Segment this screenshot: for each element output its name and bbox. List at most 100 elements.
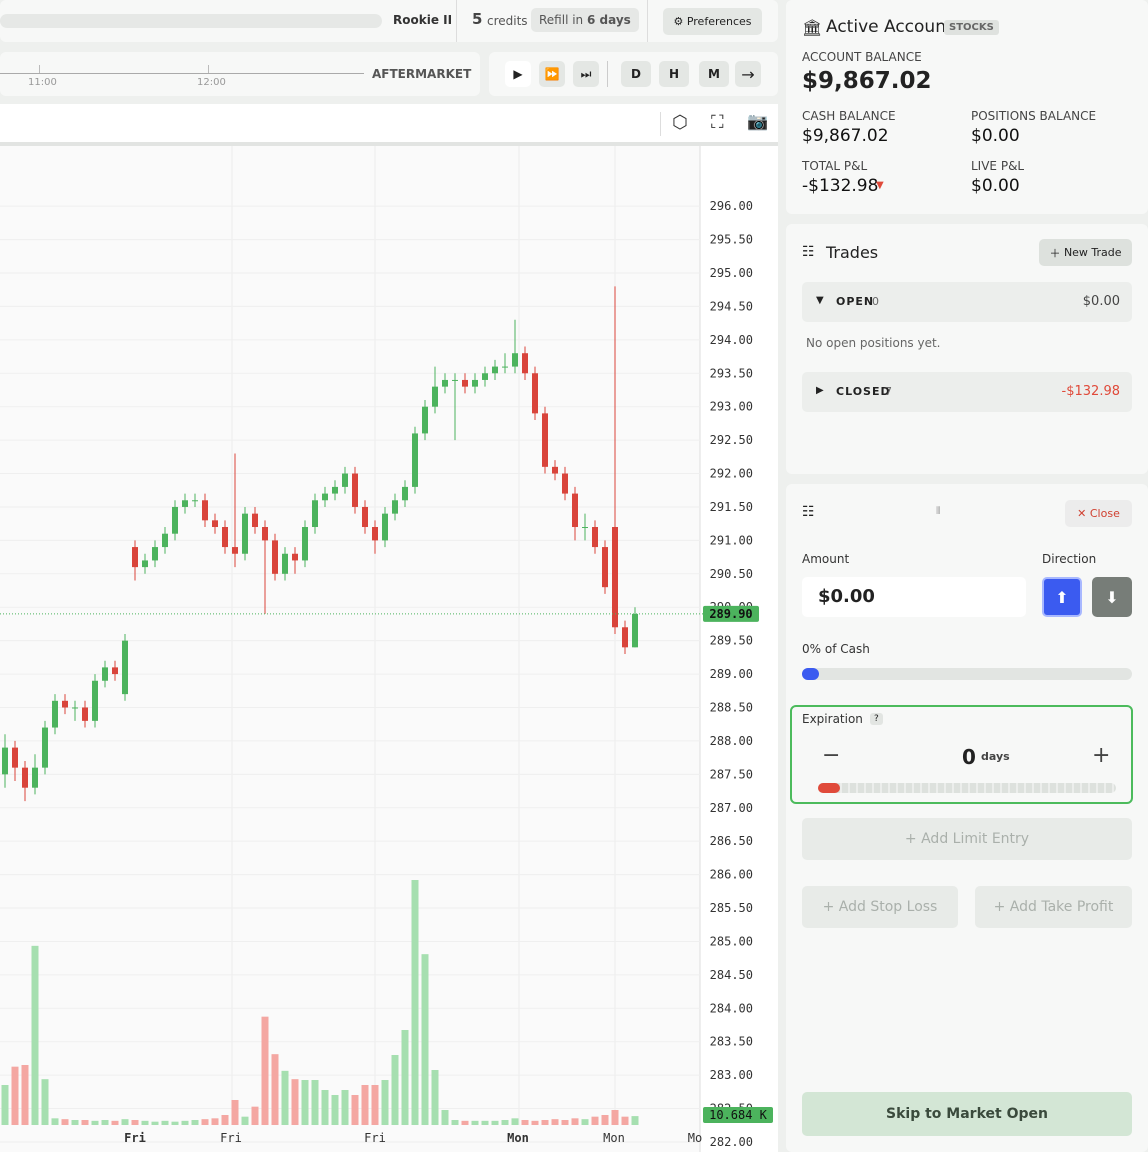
- volume-bar: [91, 1120, 99, 1125]
- play-button[interactable]: ▶: [505, 61, 531, 87]
- volume-bar: [501, 1120, 509, 1125]
- account-badge: STOCKS: [944, 20, 999, 35]
- volume-label-box: [703, 1107, 773, 1123]
- candle-body: [432, 386, 438, 407]
- candle-body: [202, 500, 208, 521]
- refill: Refill in 6 days: [531, 8, 639, 32]
- closed-row[interactable]: ▶ CLOSED 7 -$132.98: [802, 372, 1132, 412]
- candle-body: [342, 473, 348, 487]
- candle-body: [242, 513, 248, 554]
- candle-body: [222, 527, 228, 548]
- open-amount: $0.00: [1082, 294, 1120, 309]
- y-tick-label: 284.00: [710, 1001, 753, 1015]
- field-value: $0.00: [971, 126, 1020, 146]
- candle-body: [582, 527, 588, 529]
- candle-body: [572, 493, 578, 528]
- days-fill: [818, 783, 840, 793]
- up-button[interactable]: ⬆: [1042, 577, 1082, 617]
- new-trade-label: New Trade: [1063, 246, 1122, 259]
- candle-body: [372, 527, 378, 541]
- down-button[interactable]: ⬇: [1092, 577, 1132, 617]
- y-tick-label: 293.00: [710, 400, 753, 414]
- candle-body: [182, 500, 188, 507]
- slider-thumb[interactable]: [802, 668, 819, 680]
- timeframe-button[interactable]: M: [699, 61, 729, 87]
- candle-body: [152, 547, 158, 561]
- order-card: ☷ ⦀ ✕ Close Amount $0.00 Direction ⬆ ⬇ 0…: [786, 484, 1148, 1152]
- candle-body: [62, 700, 68, 708]
- balance-label: ACCOUNT BALANCE: [802, 50, 922, 64]
- fast-forward-button[interactable]: ⏩: [539, 61, 565, 87]
- cash-slider[interactable]: [802, 668, 1132, 680]
- x-tick-label: Fri: [124, 1131, 146, 1145]
- candle-body: [272, 540, 278, 574]
- refill-days: 6 days: [587, 13, 631, 27]
- candle-body: [102, 667, 108, 681]
- next-button[interactable]: →: [735, 61, 761, 87]
- refill-text: Refill in: [539, 13, 584, 27]
- candle-body: [2, 747, 8, 775]
- skip-button[interactable]: Skip to Market Open: [802, 1092, 1132, 1136]
- candle-body: [352, 473, 358, 507]
- fullscreen-icon[interactable]: ⛶: [711, 112, 724, 133]
- volume-bar: [221, 1115, 229, 1125]
- volume-label: 10.684 K: [709, 1108, 768, 1122]
- y-tick-label: 295.00: [710, 266, 753, 280]
- candle-body: [82, 707, 88, 721]
- x-tick-label: Mon: [603, 1131, 625, 1145]
- plus-button[interactable]: +: [1092, 743, 1111, 768]
- skip-button[interactable]: ⏭: [573, 61, 599, 87]
- screenshot-icon[interactable]: 📷: [747, 112, 769, 132]
- settings-icon[interactable]: ⬡: [672, 112, 688, 133]
- volume-bar: [441, 1110, 449, 1125]
- candle-body: [262, 527, 268, 541]
- candle-body: [292, 553, 298, 561]
- expiration-box: Expiration ? − 0 days +: [790, 705, 1133, 804]
- volume-bar: [271, 1054, 279, 1125]
- candle-body: [622, 627, 628, 648]
- preferences-label: Preferences: [686, 15, 752, 28]
- close-button[interactable]: ✕ Close: [1065, 500, 1132, 527]
- amount-input[interactable]: $0.00: [802, 577, 1026, 617]
- y-tick-label: 289.50: [710, 634, 753, 648]
- bank-icon: 🏛: [802, 18, 823, 37]
- volume-bar: [301, 1080, 309, 1125]
- timeline-line: [0, 73, 364, 74]
- volume-bar: [81, 1120, 89, 1125]
- plot-area: [0, 146, 700, 1152]
- balance-value: $9,867.02: [802, 68, 932, 94]
- volume-bar: [401, 1030, 409, 1125]
- minus-button[interactable]: −: [822, 743, 841, 768]
- y-tick-label: 295.50: [710, 233, 753, 247]
- y-tick-label: 287.00: [710, 801, 753, 815]
- timeframe-button[interactable]: D: [621, 61, 651, 87]
- x-tick-label: Fri: [220, 1131, 242, 1145]
- closed-label: CLOSED: [836, 385, 891, 398]
- volume-bar: [631, 1116, 639, 1125]
- timeframe-button[interactable]: H: [659, 61, 689, 87]
- help-icon[interactable]: ?: [870, 713, 883, 725]
- volume-bar: [31, 945, 39, 1125]
- y-tick-label: 289.00: [710, 667, 753, 681]
- candle-body: [142, 560, 148, 568]
- candle-body: [252, 513, 258, 528]
- new-trade-button[interactable]: ＋ New Trade: [1039, 239, 1132, 266]
- volume-bar: [181, 1120, 189, 1125]
- field-value: -$132.98: [802, 176, 879, 196]
- volume-bar: [541, 1120, 549, 1125]
- add-limit-button[interactable]: + Add Limit Entry: [802, 818, 1132, 860]
- add-stop-button[interactable]: + Add Stop Loss: [802, 886, 958, 928]
- timeline: 11:00 12:00 AFTERMARKET: [0, 52, 480, 96]
- volume-bar: [101, 1120, 109, 1125]
- preferences-button[interactable]: ⚙ Preferences: [663, 8, 762, 35]
- trades-title: Trades: [826, 243, 879, 262]
- candle-body: [332, 486, 338, 494]
- field-label: TOTAL P&L: [802, 159, 868, 173]
- candle-body: [522, 353, 528, 374]
- volume-bar: [511, 1118, 519, 1125]
- open-row[interactable]: ▼ OPEN 0 $0.00: [802, 282, 1132, 322]
- add-take-button[interactable]: + Add Take Profit: [975, 886, 1132, 928]
- price-axis: [700, 146, 778, 1152]
- trades-card: ☷ Trades ＋ New Trade ▼ OPEN 0 $0.00 No o…: [786, 224, 1148, 474]
